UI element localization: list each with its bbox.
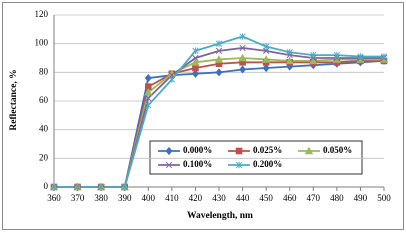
legend-marker [165, 146, 173, 156]
y-tick-label: 80 [39, 66, 49, 76]
y-axis-title: Reflectance, % [9, 69, 19, 130]
x-tick-label: 500 [377, 193, 391, 203]
legend-box [149, 140, 363, 175]
y-tick-label: 120 [35, 9, 49, 19]
data-point [191, 57, 200, 66]
data-point [121, 183, 128, 191]
data-point [144, 88, 153, 96]
x-tick-label: 430 [212, 193, 226, 203]
legend-label: 0.000% [183, 145, 212, 155]
data-point [333, 51, 341, 59]
data-point [285, 56, 294, 65]
data-point [145, 94, 152, 102]
x-axis-title: Wavelength, nm [187, 211, 253, 221]
data-point [215, 40, 223, 47]
y-tick-label: 20 [39, 152, 49, 162]
x-tick-label: 470 [307, 193, 321, 203]
y-tick-label: 100 [35, 38, 49, 48]
data-point [145, 102, 152, 109]
x-tick-label: 420 [189, 193, 203, 203]
y-tick-label: 60 [39, 95, 49, 105]
data-point [262, 55, 271, 63]
data-point [74, 183, 81, 191]
data-point [239, 33, 246, 40]
data-point [239, 65, 247, 74]
x-tick-label: 400 [142, 193, 156, 203]
data-point [192, 47, 199, 55]
x-tick-label: 370 [71, 193, 85, 203]
y-tick-label: 0 [44, 181, 49, 191]
data-point [50, 183, 58, 191]
x-tick-label: 450 [259, 193, 273, 203]
data-point [215, 68, 223, 77]
x-tick-label: 440 [236, 193, 250, 203]
data-point [262, 43, 270, 50]
legend-label: 0.025% [253, 145, 282, 155]
legend-marker [235, 161, 243, 169]
data-point [380, 53, 388, 60]
legend-label: 0.200% [253, 159, 282, 169]
data-point [215, 47, 223, 54]
x-tick-label: 390 [118, 193, 132, 203]
legend-marker [165, 161, 173, 169]
legend-label: 0.100% [183, 159, 212, 169]
legend-label: 0.050% [323, 145, 352, 155]
y-tick-label: 40 [39, 124, 49, 134]
x-tick-label: 410 [165, 193, 179, 203]
chart: Wavelength, nm Reflectance, % 0 20 40 60 80 1… [2, 2, 404, 230]
legend-marker [304, 146, 314, 155]
data-point [97, 183, 105, 191]
data-point [357, 53, 364, 60]
legend-marker [235, 147, 243, 155]
data-point [192, 54, 199, 62]
data-point [144, 73, 152, 83]
data-point [168, 76, 176, 83]
data-point [238, 53, 247, 62]
data-point [191, 69, 199, 78]
data-point [310, 51, 317, 59]
data-point [192, 64, 199, 72]
x-tick-label: 480 [330, 193, 344, 203]
chart-frame [2, 2, 404, 230]
data-point [309, 56, 318, 65]
data-point [262, 63, 270, 73]
x-tick-label: 460 [283, 193, 297, 203]
x-tick-label: 380 [94, 193, 108, 203]
x-tick-label: 360 [47, 193, 61, 203]
data-point [214, 55, 224, 63]
data-point [239, 44, 246, 52]
data-point [286, 48, 293, 56]
x-tick-label: 490 [354, 193, 368, 203]
